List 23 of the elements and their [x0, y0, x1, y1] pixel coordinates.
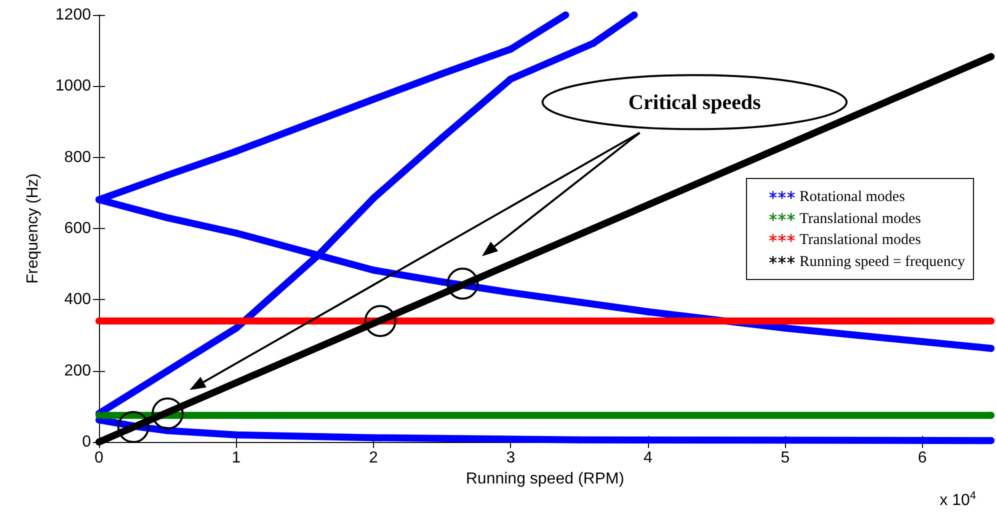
y-tick-label: 600: [64, 220, 92, 237]
y-tick-label: 400: [64, 291, 92, 308]
y-tick-label: 0: [82, 434, 92, 450]
legend-label: Translational modes: [800, 232, 922, 248]
x-tick-label: 4: [643, 450, 652, 466]
x-tick-label: 6: [918, 450, 927, 466]
x-tick-label: 5: [780, 450, 790, 466]
x-tick-label: 0: [94, 450, 104, 466]
callout-ellipse: Critical speeds: [542, 74, 848, 130]
y-tick-label: 800: [64, 148, 92, 166]
x-tick-label: 2: [369, 450, 378, 466]
y-axis-title: Frequency (Hz): [24, 173, 42, 284]
x-tick-label: 3: [506, 450, 516, 466]
x-tick-label: 1: [232, 450, 241, 466]
y-tick-label: 1200: [55, 6, 92, 24]
x-axis-title: Running speed (RPM): [466, 470, 624, 488]
y-tick-label: 200: [64, 362, 92, 380]
annotation: Critical speeds: [628, 90, 761, 114]
legend-label: Translational modes: [800, 210, 922, 226]
legend-label: Running speed = frequency: [800, 254, 965, 270]
text: x 10$^{4}$: [940, 490, 976, 509]
legend-label: Rotational modes: [800, 189, 905, 205]
y-tick-label: 1000: [55, 78, 92, 95]
